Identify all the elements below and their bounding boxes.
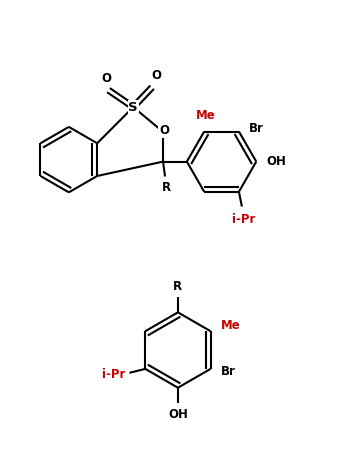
Text: OH: OH — [266, 155, 286, 168]
Text: Br: Br — [220, 365, 235, 378]
Text: i-Pr: i-Pr — [232, 213, 255, 227]
Text: Br: Br — [249, 122, 264, 135]
Text: Me: Me — [220, 319, 240, 332]
Text: R: R — [173, 280, 182, 293]
Text: O: O — [159, 124, 169, 137]
Text: S: S — [128, 100, 138, 113]
Text: Me: Me — [196, 109, 216, 121]
Text: i-Pr: i-Pr — [102, 368, 125, 381]
Text: O: O — [101, 72, 112, 85]
Text: O: O — [151, 69, 161, 82]
Text: R: R — [161, 182, 171, 195]
Text: OH: OH — [168, 408, 188, 421]
